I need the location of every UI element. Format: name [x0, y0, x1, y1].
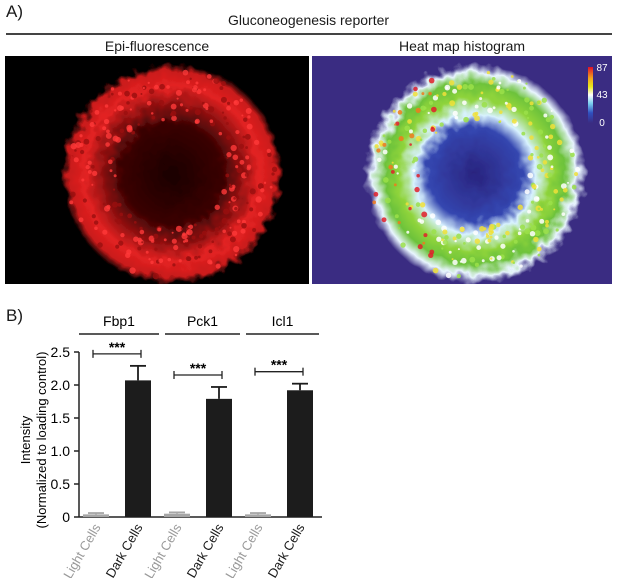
significance-stars: *** [271, 357, 288, 373]
colorbar-max-label: 87 [596, 63, 608, 74]
significance-stars: *** [190, 360, 207, 376]
bar [287, 390, 313, 517]
epi-fluorescence-image [5, 56, 309, 284]
x-tick-label: Dark Cells [184, 521, 227, 578]
bar [206, 398, 232, 517]
title-divider [6, 33, 612, 35]
bar [83, 514, 109, 517]
x-tick-label: Dark Cells [265, 521, 308, 578]
y-axis-label-line1: Intensity [18, 415, 33, 464]
colorbar [588, 67, 593, 123]
group-label: Icl1 [272, 313, 294, 329]
x-tick-label: Light Cells [60, 521, 104, 578]
significance-stars: *** [109, 339, 126, 355]
x-tick-label: Dark Cells [103, 521, 146, 578]
panel-a-title: Gluconeogenesis reporter [227, 12, 390, 28]
epi-fluorescence-title: Epi-fluorescence [104, 38, 210, 54]
panel-a-label: A) [6, 2, 23, 21]
y-tick-label: 0.5 [51, 476, 71, 492]
bar-chart: Intensity (Normalized to loading control… [18, 313, 322, 578]
bar [125, 380, 151, 517]
heat-map-image: 87 43 0 [312, 56, 612, 284]
colorbar-mid-label: 43 [596, 90, 608, 101]
x-tick-label: Light Cells [222, 521, 266, 578]
x-tick-label: Light Cells [141, 521, 185, 578]
y-tick-label: 1.0 [51, 443, 71, 459]
y-tick-label: 2.0 [51, 377, 71, 393]
panel-b-label: B) [6, 306, 23, 325]
y-tick-label: 0 [62, 509, 70, 525]
y-axis-label-line2: (Normalized to loading control) [34, 351, 49, 528]
colorbar-min-label: 0 [599, 118, 605, 129]
group-label: Pck1 [187, 313, 218, 329]
heat-map-title: Heat map histogram [398, 38, 526, 54]
bar [164, 513, 190, 517]
bar [245, 514, 271, 517]
y-tick-label: 1.5 [51, 410, 71, 426]
y-tick-label: 2.5 [51, 344, 71, 360]
group-label: Fbp1 [103, 313, 135, 329]
